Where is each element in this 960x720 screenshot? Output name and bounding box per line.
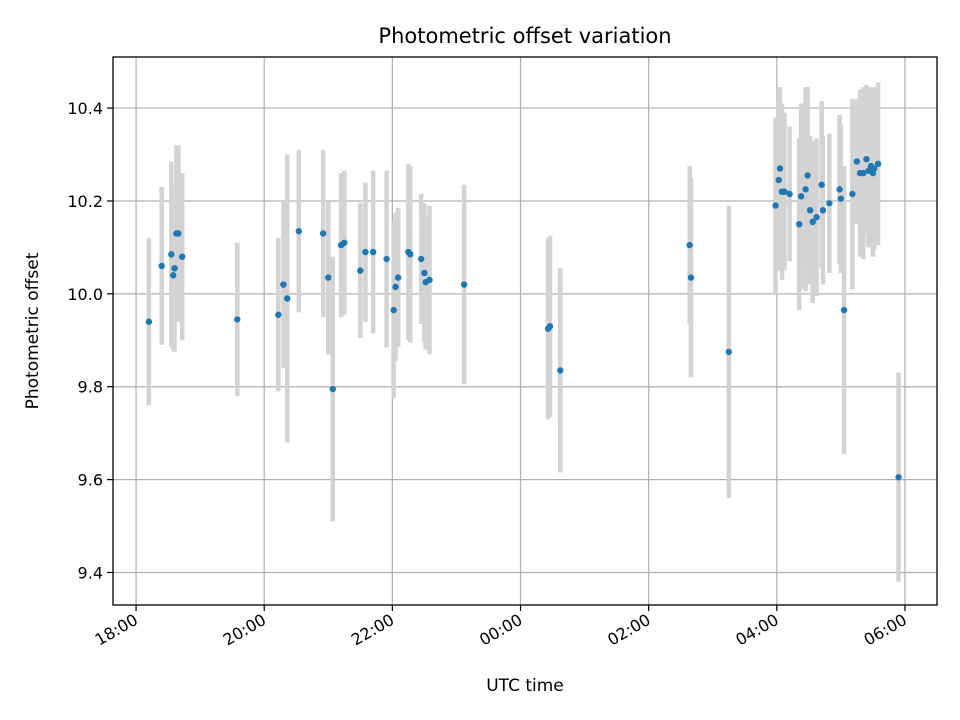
data-point [871,165,878,172]
y-tick-label: 10.2 [67,192,103,211]
data-point [158,262,165,270]
data-point [546,323,554,330]
y-tick-label: 9.6 [78,471,103,490]
data-point [797,193,805,200]
y-axis-label: Photometric offset [23,252,43,409]
data-point [460,281,468,288]
data-point [802,186,809,193]
chart-title: Photometric offset variation [378,24,671,48]
x-axis-label: UTC time [486,676,564,696]
plot-frame [112,56,938,606]
data-point [786,190,793,198]
data-point [895,474,902,481]
data-point [383,255,390,263]
data-point [813,214,820,221]
data-points [145,155,902,481]
y-tick-label: 9.4 [78,563,103,582]
data-point [145,318,153,325]
data-point [686,241,693,249]
data-point [874,160,882,168]
data-point [687,274,695,281]
data-point [836,186,843,193]
data-point [394,274,402,281]
data-point [362,248,369,256]
data-point [863,155,870,163]
data-point [280,281,287,288]
y-tick-label: 9.8 [78,378,103,397]
data-point [849,190,856,198]
data-point [837,195,845,202]
data-point [809,218,816,226]
data-point [284,295,291,302]
data-point [329,385,336,393]
data-point [179,253,186,260]
data-point [319,230,327,237]
data-point [421,269,428,277]
y-tick-label: 10.4 [67,99,103,118]
data-point [392,283,399,291]
data-point [819,207,827,214]
data-point [168,251,175,258]
data-point [804,172,811,179]
y-tick-label: 10.0 [67,285,103,304]
data-point [796,220,803,228]
data-point [325,274,332,281]
data-point [369,248,377,256]
data-point [557,367,564,374]
data-point [234,316,241,323]
data-point [170,272,177,279]
data-point [860,169,867,177]
data-point [295,227,303,235]
data-point [341,239,348,246]
data-point [357,267,364,274]
data-point [818,181,825,188]
data-point [840,306,848,314]
data-point [806,207,814,214]
data-point [826,200,833,207]
data-point [853,158,861,165]
data-point [171,265,178,272]
data-point [776,165,784,172]
data-point [725,348,732,356]
data-point [772,202,779,209]
data-point [781,188,788,195]
data-point [275,311,282,318]
data-point [390,306,397,314]
data-point [426,276,433,284]
data-point [175,230,182,237]
data-point [775,176,782,184]
data-point [407,251,414,258]
data-point [417,255,425,263]
